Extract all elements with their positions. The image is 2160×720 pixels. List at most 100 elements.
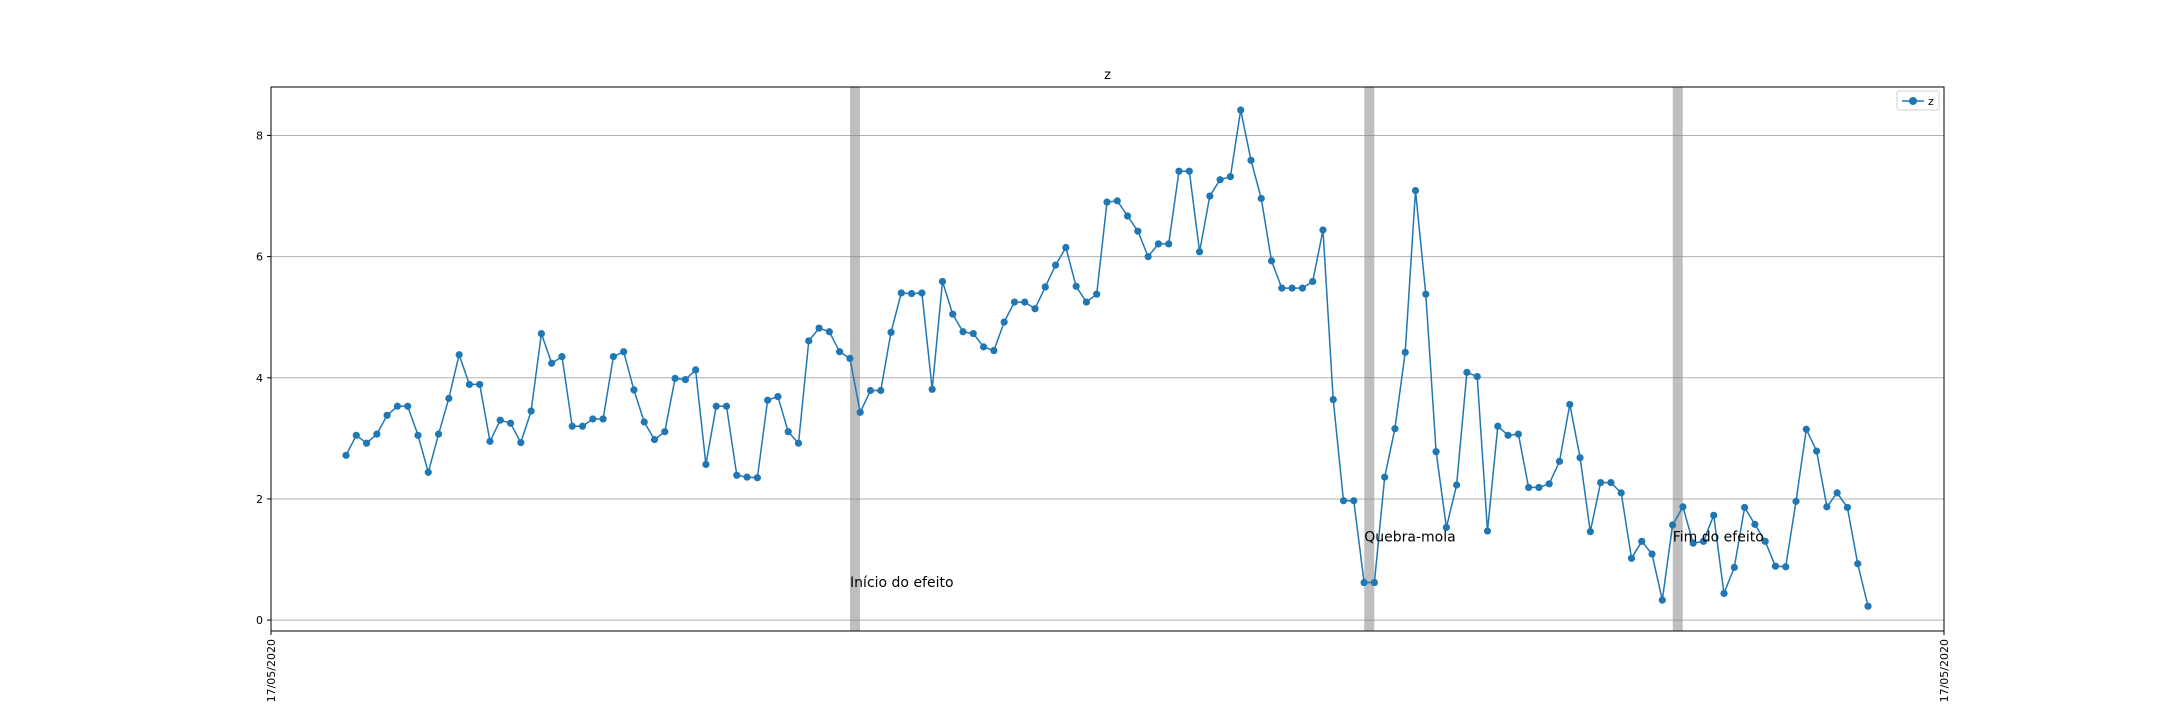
band-annotation: Início do efeito <box>850 575 954 591</box>
data-point <box>1689 539 1697 547</box>
data-point <box>1597 478 1605 487</box>
data-point <box>1123 212 1132 220</box>
x-tick-label: 17/05/2020 <box>1938 639 1951 702</box>
data-point <box>908 289 916 298</box>
data-point <box>589 415 597 423</box>
data-point <box>1669 521 1677 529</box>
data-point <box>918 289 926 297</box>
data-point <box>1195 248 1204 256</box>
data-point <box>1586 528 1594 536</box>
data-point <box>836 348 844 356</box>
series-line <box>345 109 1869 607</box>
data-point <box>1216 176 1224 184</box>
y-tick-label: 4 <box>256 372 263 385</box>
data-point <box>959 328 967 336</box>
x-tick-label: 17/05/2020 <box>265 639 278 702</box>
data-point <box>1710 511 1718 519</box>
data-point <box>1823 503 1831 511</box>
data-point <box>1854 560 1862 568</box>
data-point <box>1422 290 1430 298</box>
data-point <box>599 415 607 423</box>
y-tick-label: 8 <box>256 129 263 142</box>
data-point <box>1000 318 1008 326</box>
data-point <box>1062 243 1070 252</box>
data-point <box>1864 602 1872 610</box>
data-point <box>928 385 936 393</box>
data-point <box>1103 198 1111 206</box>
data-point <box>856 408 864 416</box>
y-axis-ticks: 0 2 4 6 8 <box>256 129 271 627</box>
data-point <box>1350 497 1358 505</box>
highlight-bands <box>850 87 1683 631</box>
data-point <box>1843 503 1852 512</box>
data-point <box>1494 422 1502 430</box>
data-point <box>650 435 659 444</box>
data-point <box>1319 226 1327 234</box>
data-point <box>434 430 443 438</box>
data-point <box>517 438 525 447</box>
legend-label: z <box>1928 95 1934 108</box>
data-point <box>1278 284 1286 292</box>
data-point <box>712 402 720 410</box>
data-point <box>1298 284 1306 292</box>
annotations: Início do efeito Quebra-mola Fim do efeito <box>850 529 1764 590</box>
data-point <box>671 374 679 382</box>
data-point <box>774 392 782 401</box>
data-point <box>486 437 494 445</box>
band-annotation: Quebra-mola <box>1364 529 1455 545</box>
y-tick-label: 0 <box>256 614 263 627</box>
data-point <box>1411 186 1420 195</box>
data-point <box>352 431 360 439</box>
data-point <box>1401 348 1409 356</box>
data-point <box>630 386 638 394</box>
data-point <box>1247 156 1255 164</box>
data-point <box>979 343 988 351</box>
data-point <box>476 380 484 389</box>
band-annotation: Fim do efeito <box>1673 529 1764 545</box>
data-point <box>1792 497 1800 505</box>
data-point <box>949 310 957 318</box>
chart-title: z <box>1104 68 1111 83</box>
data-point <box>681 375 689 384</box>
data-point <box>1483 527 1492 535</box>
data-point <box>1021 298 1029 306</box>
data-point <box>1175 167 1183 175</box>
data-point <box>1257 194 1265 203</box>
data-point <box>1051 261 1060 269</box>
data-point <box>373 430 381 438</box>
data-point <box>722 402 731 410</box>
data-point <box>1802 425 1810 433</box>
data-point <box>1576 454 1584 462</box>
data-point <box>445 394 453 402</box>
data-point <box>866 386 875 395</box>
data-point <box>938 277 947 286</box>
data-point <box>1504 431 1512 439</box>
data-point <box>1154 240 1163 248</box>
data-point <box>1031 305 1039 313</box>
data-point <box>1226 173 1235 181</box>
data-point <box>537 329 545 338</box>
data-point <box>897 289 905 297</box>
grid-lines <box>271 134 1944 621</box>
plot-frame <box>270 86 1945 632</box>
data-point <box>568 422 576 430</box>
data-point <box>1267 257 1276 265</box>
data-point <box>1237 106 1245 114</box>
data-point <box>1113 197 1121 205</box>
data-point <box>548 359 556 367</box>
data-point <box>342 451 350 459</box>
data-point <box>805 337 813 345</box>
data-point <box>1381 473 1389 481</box>
data-point <box>1566 400 1574 409</box>
highlight-band <box>1672 87 1683 631</box>
data-point <box>1370 578 1378 587</box>
data-point <box>1720 589 1728 598</box>
data-point <box>1514 430 1522 438</box>
data-point <box>1165 240 1173 248</box>
data-point <box>1041 283 1049 291</box>
data-point <box>1453 481 1461 489</box>
data-point <box>1833 489 1841 497</box>
data-point <box>1185 167 1193 175</box>
data-point <box>743 473 751 481</box>
